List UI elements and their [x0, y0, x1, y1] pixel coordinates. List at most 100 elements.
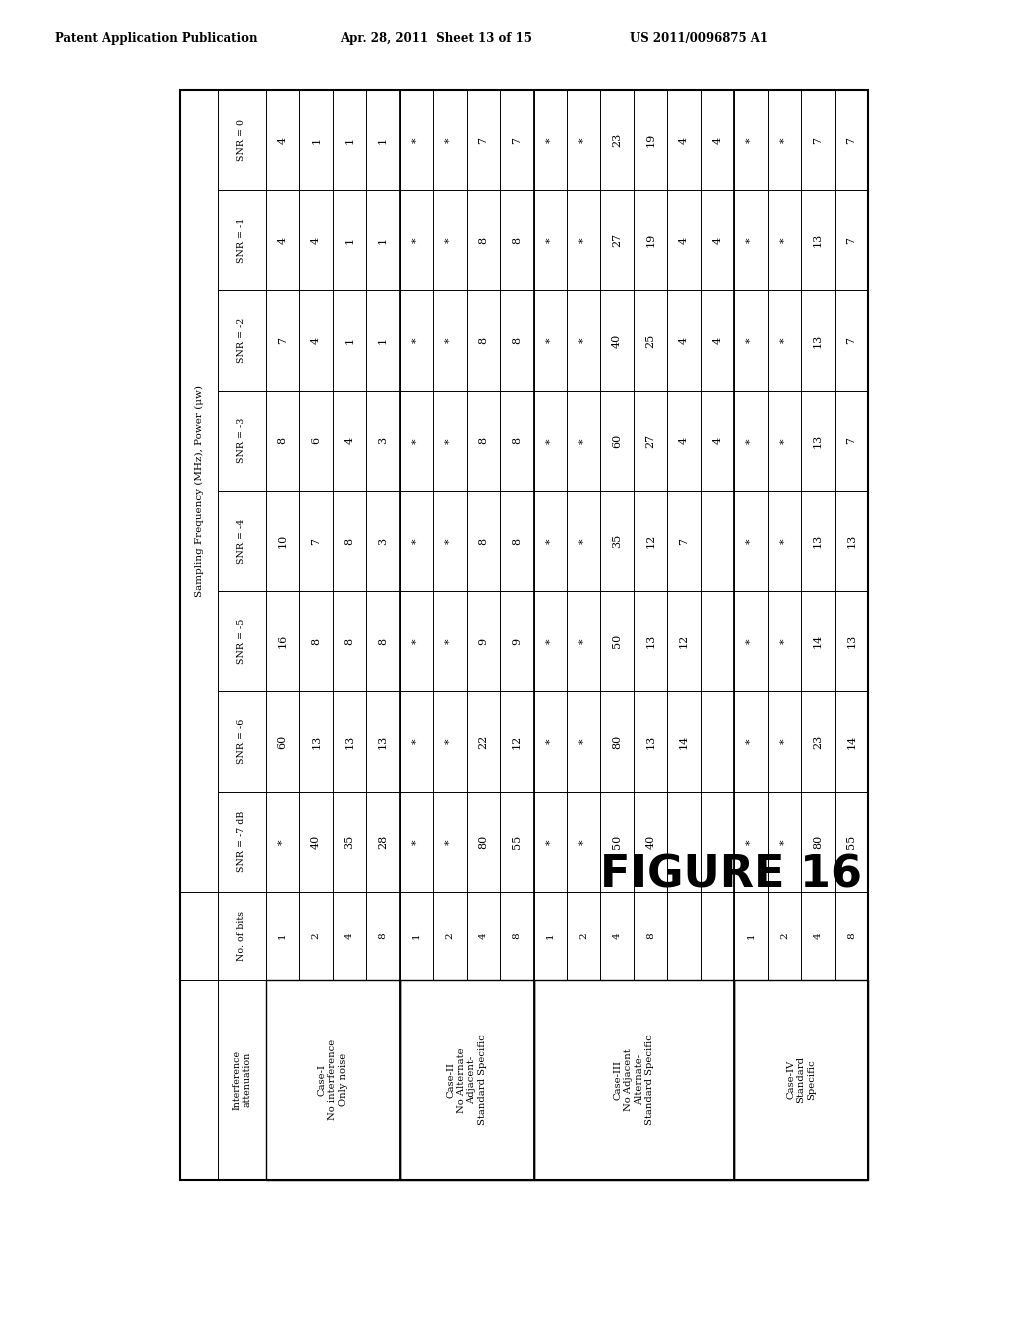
Text: 55: 55 — [512, 834, 522, 849]
Bar — [567, 892, 600, 979]
Text: 50: 50 — [612, 834, 623, 849]
Text: *: * — [412, 639, 422, 644]
Text: 1: 1 — [345, 236, 354, 244]
Text: *: * — [745, 238, 756, 243]
Bar — [700, 591, 734, 692]
Bar — [768, 491, 801, 591]
Bar — [467, 692, 500, 792]
Bar — [266, 190, 299, 290]
Text: *: * — [545, 438, 555, 444]
Text: 4: 4 — [479, 932, 487, 939]
Bar — [668, 692, 700, 792]
Bar — [500, 190, 534, 290]
Bar — [399, 892, 433, 979]
Bar — [333, 491, 367, 591]
Bar — [668, 391, 700, 491]
Bar — [634, 591, 668, 692]
Bar — [567, 90, 600, 190]
Bar — [180, 90, 868, 1180]
Text: 4: 4 — [311, 337, 322, 345]
Bar — [218, 491, 266, 591]
Text: *: * — [745, 639, 756, 644]
Bar — [700, 290, 734, 391]
Text: 60: 60 — [278, 734, 288, 748]
Text: *: * — [579, 137, 589, 143]
Text: 55: 55 — [846, 834, 856, 849]
Text: US 2011/0096875 A1: US 2011/0096875 A1 — [630, 32, 768, 45]
Text: *: * — [545, 539, 555, 544]
Text: *: * — [745, 338, 756, 343]
Text: 23: 23 — [813, 734, 823, 748]
Text: 7: 7 — [846, 136, 856, 144]
Text: SNR = -3: SNR = -3 — [238, 418, 247, 463]
Text: 1: 1 — [311, 136, 322, 144]
Text: 7: 7 — [478, 136, 488, 144]
Bar — [768, 391, 801, 491]
Text: *: * — [545, 338, 555, 343]
Bar — [835, 692, 868, 792]
Text: *: * — [579, 639, 589, 644]
Text: *: * — [779, 137, 790, 143]
Bar — [333, 90, 367, 190]
Bar — [700, 692, 734, 792]
Bar — [399, 491, 433, 591]
Text: 8: 8 — [847, 932, 856, 939]
Bar — [734, 190, 768, 290]
Bar — [600, 491, 634, 591]
Bar — [600, 692, 634, 792]
Bar — [734, 90, 768, 190]
Bar — [433, 692, 467, 792]
Bar — [600, 90, 634, 190]
Bar — [500, 591, 534, 692]
Bar — [299, 391, 333, 491]
Text: 23: 23 — [612, 133, 623, 148]
Text: SNR = 0: SNR = 0 — [238, 119, 247, 161]
Bar — [567, 591, 600, 692]
Text: *: * — [445, 137, 455, 143]
Bar — [734, 892, 768, 979]
Text: 8: 8 — [345, 638, 354, 645]
Text: 4: 4 — [345, 437, 354, 445]
Text: *: * — [745, 137, 756, 143]
Text: 60: 60 — [612, 434, 623, 447]
Text: *: * — [779, 338, 790, 343]
Text: 8: 8 — [646, 932, 655, 939]
Text: SNR = -5: SNR = -5 — [238, 619, 247, 664]
Bar — [218, 190, 266, 290]
Bar — [500, 491, 534, 591]
Bar — [668, 190, 700, 290]
Text: *: * — [412, 739, 422, 744]
Text: 14: 14 — [846, 734, 856, 748]
Text: 4: 4 — [813, 932, 822, 939]
Bar — [567, 792, 600, 892]
Bar — [634, 692, 668, 792]
Text: *: * — [412, 539, 422, 544]
Text: 7: 7 — [846, 337, 856, 345]
Bar — [433, 190, 467, 290]
Text: Interference
attenuation: Interference attenuation — [232, 1049, 252, 1110]
Text: 4: 4 — [311, 236, 322, 244]
Bar — [768, 692, 801, 792]
Text: 4: 4 — [679, 136, 689, 144]
Text: 25: 25 — [645, 334, 655, 347]
Bar — [433, 491, 467, 591]
Bar — [835, 892, 868, 979]
Bar — [399, 290, 433, 391]
Bar — [768, 591, 801, 692]
Text: *: * — [779, 739, 790, 744]
Text: 2: 2 — [580, 932, 588, 939]
Bar — [600, 391, 634, 491]
Bar — [266, 792, 299, 892]
Bar — [467, 90, 500, 190]
Bar — [433, 591, 467, 692]
Text: 4: 4 — [679, 337, 689, 345]
Text: *: * — [445, 539, 455, 544]
Text: 1: 1 — [546, 932, 555, 939]
Bar — [500, 892, 534, 979]
Text: Case-IV
Standard
Specific: Case-IV Standard Specific — [786, 1056, 816, 1104]
Text: 40: 40 — [645, 834, 655, 849]
Text: Apr. 28, 2011  Sheet 13 of 15: Apr. 28, 2011 Sheet 13 of 15 — [340, 32, 531, 45]
Bar — [367, 892, 399, 979]
Bar — [700, 190, 734, 290]
Bar — [634, 190, 668, 290]
